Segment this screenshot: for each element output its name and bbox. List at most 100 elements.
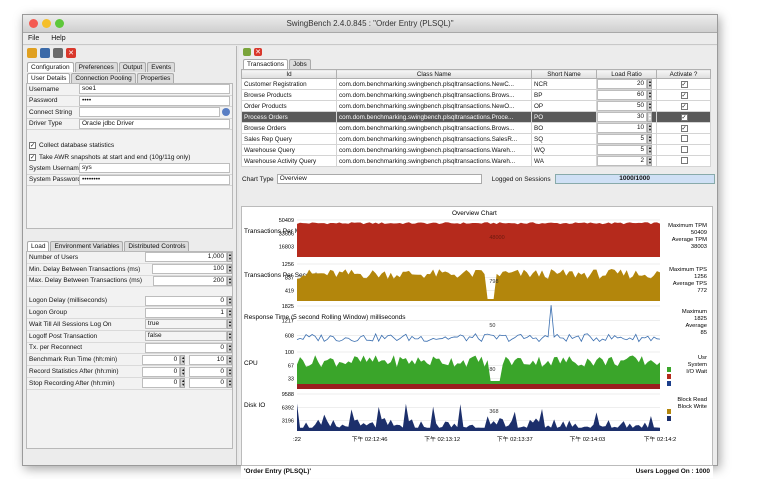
tab-events[interactable]: Events [147,62,176,72]
hours-field[interactable]: 0 [142,354,181,365]
spinner-icon[interactable]: ▲ ▼ [647,123,652,133]
activate-checkbox[interactable]: ✓ [680,91,688,99]
collect-stats-checkbox[interactable]: ✓ [29,142,36,150]
col-class-name[interactable]: Class Name [336,69,532,79]
tab-properties[interactable]: Properties [136,73,175,83]
tx-ratio[interactable]: 60 [597,90,647,100]
tx-ratio[interactable]: 5 [597,145,647,155]
spinner-icon[interactable]: ▲ ▼ [180,366,186,377]
tab-preferences[interactable]: Preferences [74,62,118,72]
table-row[interactable]: Browse Products com.dom.benchmarking.swin… [241,89,711,101]
open-icon[interactable] [27,48,37,58]
hours-field[interactable]: 0 [142,378,181,389]
tx-ratio[interactable]: 50 [597,101,647,111]
activate-checkbox[interactable]: ✓ [680,102,688,110]
load-row-value[interactable]: 100 [152,264,227,275]
connect-info-icon[interactable] [222,108,230,117]
table-row[interactable]: Process Orders com.dom.benchmarking.swing… [241,111,711,123]
spinner-icon[interactable]: ▲ ▼ [647,101,652,111]
logon-row-select[interactable]: true [144,319,227,330]
spinner-icon[interactable]: ▲ ▼ [647,134,652,144]
tab-distributed-controls[interactable]: Distributed Controls [124,241,190,251]
spinner-icon[interactable]: ▲ ▼ [227,295,232,306]
tx-ratio[interactable]: 2 [597,156,647,166]
logon-row-value[interactable]: 0 [145,295,227,306]
table-row[interactable]: Sales Rep Query com.dom.benchmarking.swin… [241,133,711,145]
tx-ratio[interactable]: 20 [597,79,647,89]
minutes-field[interactable]: 0 [189,378,227,389]
col-id[interactable]: Id [241,69,337,79]
tx-ratio[interactable]: 30 [597,112,647,122]
spinner-icon[interactable]: ▲ ▼ [227,264,232,275]
tab-environment-variables[interactable]: Environment Variables [50,241,124,251]
spinner-icon[interactable]: ▲ ▼ [227,252,232,263]
username-field[interactable]: soe1 [79,84,230,95]
sys-password-field[interactable]: •••••••• [79,174,230,185]
tx-ratio[interactable]: 10 [597,123,647,133]
export-icon[interactable] [53,48,63,58]
spinner-icon[interactable]: ▲ ▼ [227,342,232,353]
tx-ratio[interactable]: 5 [597,134,647,144]
minutes-field[interactable]: 0 [189,366,227,377]
tab-transactions[interactable]: Transactions [243,59,288,69]
menu-file[interactable]: File [28,35,40,42]
add-transaction-icon[interactable] [243,48,251,56]
spinner-icon[interactable]: ▲ ▼ [647,112,652,122]
table-row[interactable]: Customer Registration com.dom.benchmarkin… [241,78,711,90]
logon-row-value[interactable]: 0 [145,342,227,353]
remove-transaction-icon[interactable]: ✕ [254,48,262,56]
logon-row-select[interactable]: false [144,331,227,342]
password-field[interactable]: •••• [79,95,230,106]
tab-load[interactable]: Load [27,241,50,251]
chart-label: Disk IO [244,402,265,409]
table-row[interactable]: Order Products com.dom.benchmarking.swing… [241,100,711,112]
activate-checkbox[interactable] [680,145,688,153]
spinner-icon[interactable]: ▲ ▼ [227,331,232,342]
col-short-name[interactable]: Short Name [531,69,597,79]
spinner-icon[interactable]: ▲ ▼ [227,378,232,389]
tab-jobs[interactable]: Jobs [288,59,311,69]
minimize-window-icon[interactable] [42,19,51,28]
logon-row-value[interactable]: 1 [145,307,227,318]
table-row[interactable]: Warehouse Activity Query com.dom.benchmar… [241,155,711,167]
spinner-icon[interactable]: ▲ ▼ [227,366,232,377]
tab-configuration[interactable]: Configuration [27,62,74,72]
activate-checkbox[interactable]: ✓ [680,124,688,132]
spinner-icon[interactable]: ▲ ▼ [227,354,232,365]
sys-username-field[interactable]: sys [79,163,230,174]
awr-checkbox[interactable]: ✓ [29,153,36,161]
activate-checkbox[interactable] [680,156,688,164]
minutes-field[interactable]: 10 [189,354,227,365]
hours-field[interactable]: 0 [142,366,181,377]
save-icon[interactable] [40,48,50,58]
activate-checkbox[interactable] [680,134,688,142]
tab-connection-pooling[interactable]: Connection Pooling [71,73,136,83]
spinner-icon[interactable]: ▲ ▼ [180,378,186,389]
spinner-icon[interactable]: ▲ ▼ [227,275,232,286]
spinner-icon[interactable]: ▲ ▼ [647,145,652,155]
load-row-value[interactable]: 1,000 [145,252,227,263]
close-window-icon[interactable] [29,19,38,28]
driver-type-select[interactable]: Oracle jdbc Driver [79,118,230,129]
activate-checkbox[interactable]: ✓ [680,80,688,88]
zoom-window-icon[interactable] [55,19,64,28]
table-row[interactable]: Warehouse Query com.dom.benchmarking.swin… [241,144,711,156]
spinner-icon[interactable]: ▲ ▼ [647,79,652,89]
tab-output[interactable]: Output [118,62,147,72]
stop-icon[interactable]: ✕ [66,48,76,58]
spinner-icon[interactable]: ▲ ▼ [647,156,652,166]
driver-type-label: Driver Type [29,120,63,128]
spinner-icon[interactable]: ▲ ▼ [180,354,186,365]
spinner-icon[interactable]: ▲ ▼ [227,307,232,318]
menu-help[interactable]: Help [51,35,66,42]
col-activate[interactable]: Activate ? [656,69,711,79]
spinner-icon[interactable]: ▲ ▼ [227,319,232,330]
col-load-ratio[interactable]: Load Ratio [596,69,657,79]
activate-checkbox[interactable]: ✓ [680,113,688,121]
spinner-icon[interactable]: ▲ ▼ [647,90,652,100]
connect-string-field[interactable] [79,107,220,118]
table-row[interactable]: Browse Orders com.dom.benchmarking.swingb… [241,122,711,134]
tab-user-details[interactable]: User Details [27,73,71,83]
chart-type-select[interactable]: Overview [276,174,482,184]
load-row-value[interactable]: 200 [153,275,227,286]
